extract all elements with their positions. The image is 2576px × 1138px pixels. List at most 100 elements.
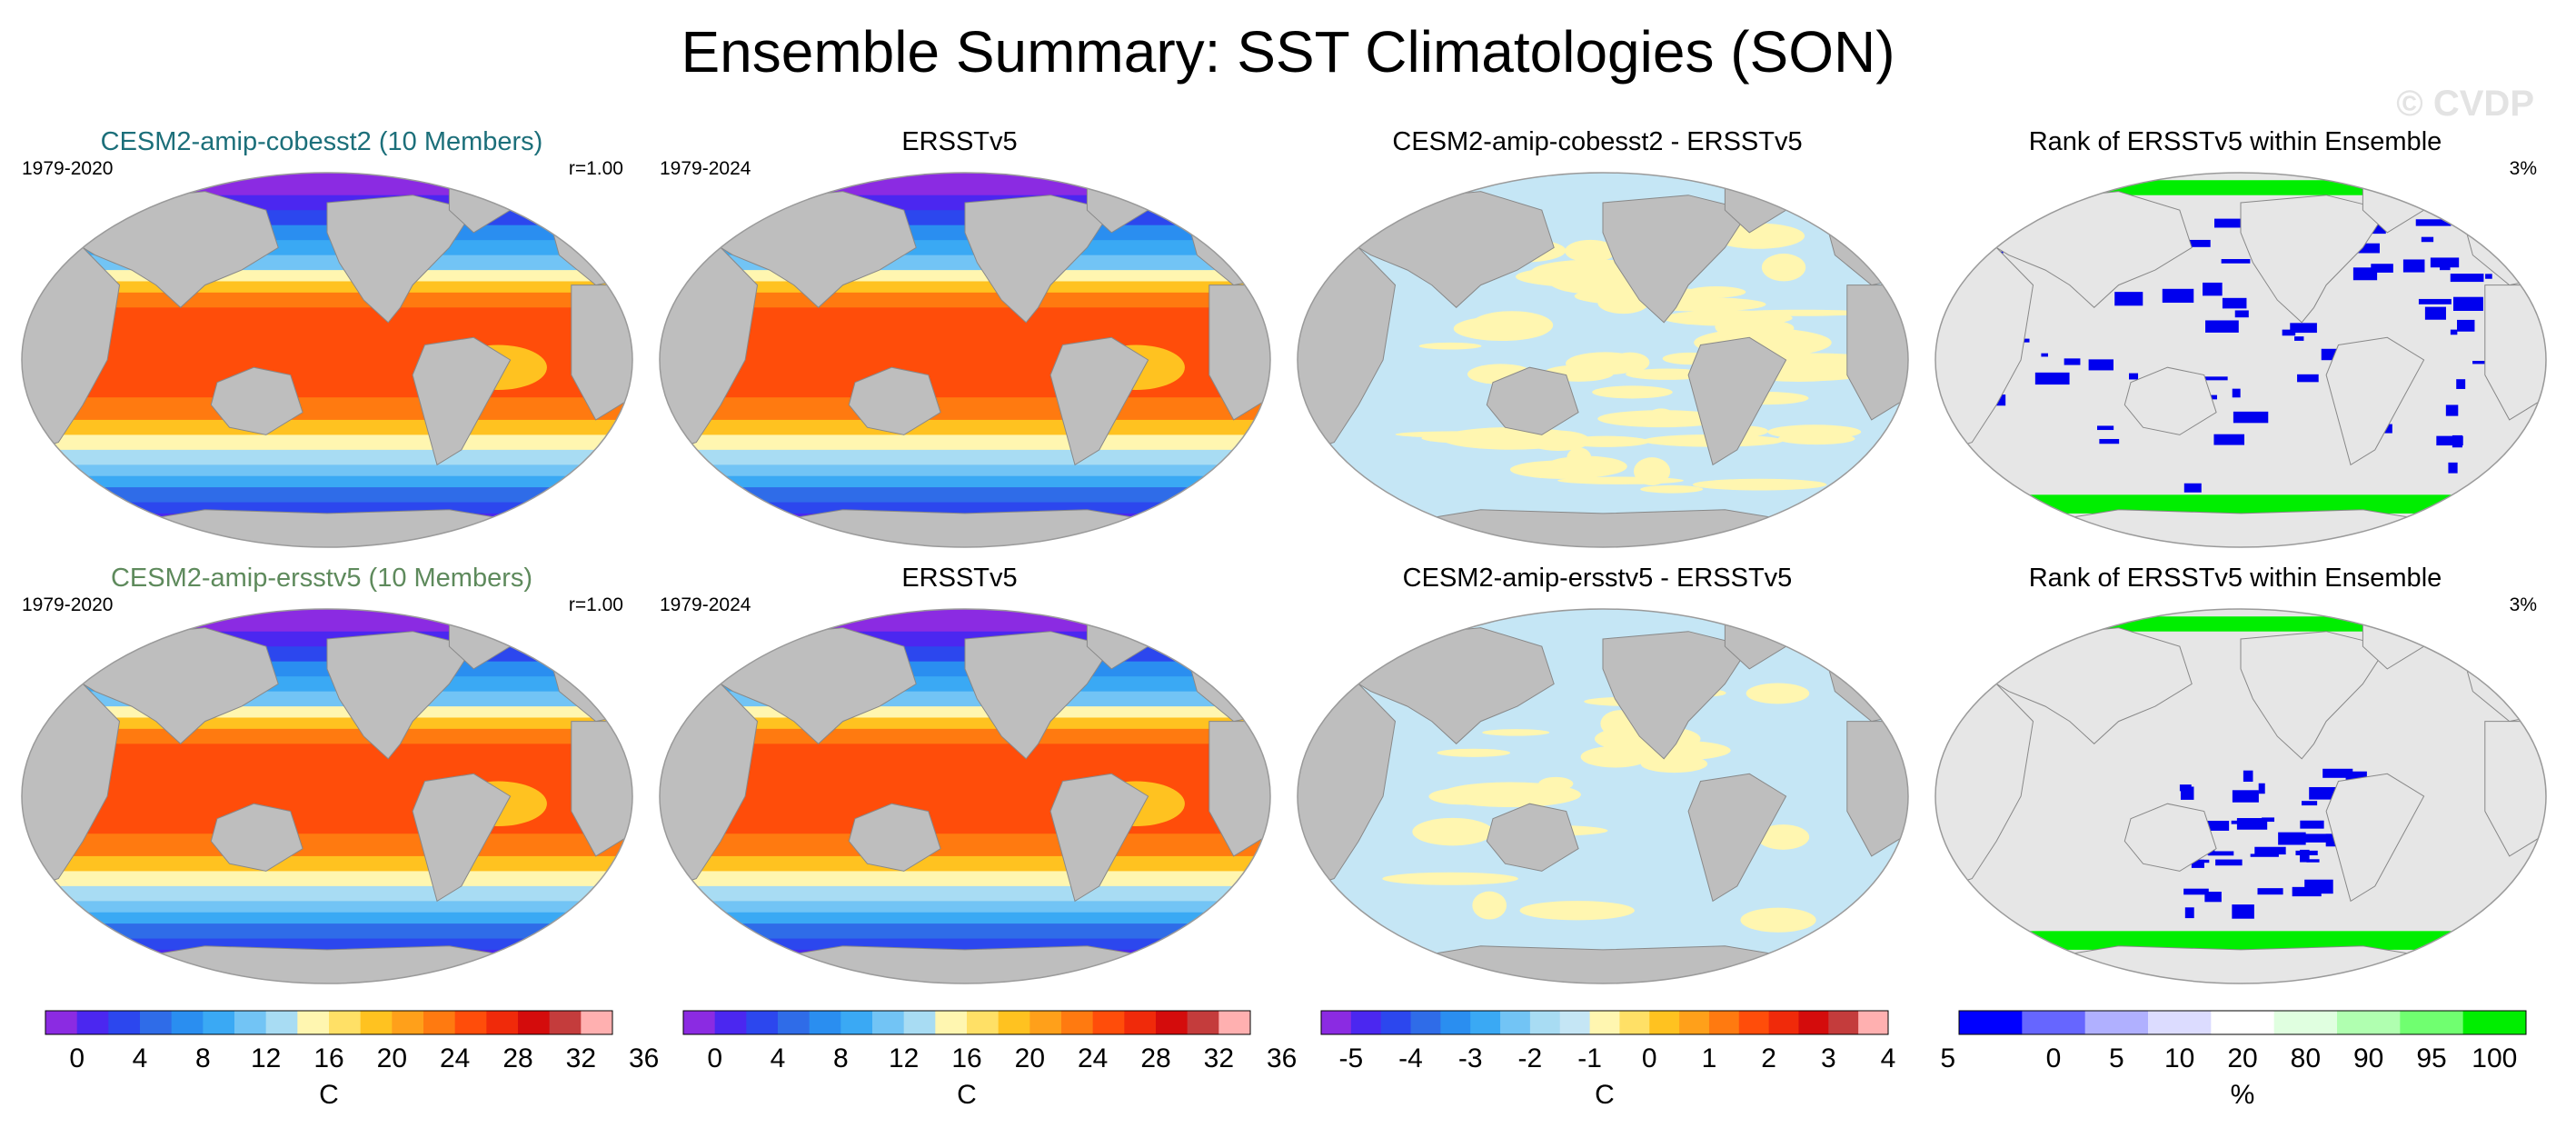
- rank-low-patch: [2231, 820, 2239, 824]
- colorbar-swatch: [1410, 1011, 1441, 1034]
- colorbar: 0 4 8 12 16 20 24 28 32 36 C: [45, 1010, 659, 1138]
- diff-patch: [1395, 431, 1516, 438]
- rank-low-patch: [2232, 388, 2241, 398]
- rank-low-patch: [2034, 372, 2070, 385]
- sst-contour-band: [22, 871, 632, 887]
- colorbar-tick-label: 0: [707, 1043, 722, 1073]
- sst-contour-band: [660, 834, 1270, 857]
- rank-low-patch: [2258, 783, 2265, 794]
- map-panel: CESM2-amip-ersstv5 (10 Members) 1979-2020…: [4, 564, 640, 1000]
- colorbar-frame: [1958, 1010, 2527, 1035]
- colorbar-swatch: [1187, 1011, 1219, 1034]
- colorbar-swatch: [581, 1011, 613, 1034]
- land-australia: [2123, 803, 2217, 872]
- colorbar-swatch: [1738, 1011, 1770, 1034]
- colorbar-tick-label: 4: [1881, 1043, 1896, 1073]
- rank-low-patch: [2306, 859, 2320, 863]
- land-samerica: [412, 336, 512, 466]
- colorbar-tick-label: 5: [2109, 1043, 2124, 1073]
- colorbar-tick-label: -4: [1398, 1043, 1423, 1073]
- rank-low-patch: [2064, 358, 2081, 365]
- colorbar-swatch: [1708, 1011, 1740, 1034]
- rank-low-patch: [2302, 834, 2336, 843]
- land-australia: [848, 366, 941, 435]
- colorbar-swatch: [1350, 1011, 1382, 1034]
- colorbar-swatch: [265, 1011, 298, 1034]
- diff-patch: [1566, 352, 1645, 375]
- map-container: [1294, 605, 1912, 992]
- sst-contour-band: [22, 475, 632, 489]
- rank-low-patch: [2456, 379, 2466, 389]
- land-antarctica: [1388, 945, 1817, 983]
- colorbar-swatch: [297, 1011, 330, 1034]
- sst-contour-band: [660, 871, 1270, 887]
- land-samerica: [1049, 336, 1149, 466]
- rank-low-patch: [2424, 306, 2446, 320]
- rank-low-patch: [2421, 236, 2434, 243]
- sst-contour-band: [22, 397, 632, 421]
- colorbar-swatch: [2400, 1011, 2464, 1034]
- colorbar-tick-label: 4: [133, 1043, 148, 1073]
- diff-patch: [1618, 740, 1731, 761]
- sst-contour-band: [22, 173, 632, 196]
- corner-stat-label: r=1.00: [568, 594, 623, 615]
- world-map: [1297, 608, 1909, 984]
- rank-low-patch: [2232, 904, 2254, 919]
- colorbar-tick-label: -2: [1518, 1043, 1543, 1073]
- colorbar-tick-label: 2: [1761, 1043, 1776, 1073]
- colorbar-tick-label: -3: [1458, 1043, 1483, 1073]
- map-outline: [659, 172, 1271, 548]
- world-map: [1934, 172, 2547, 548]
- diff-patch: [1418, 342, 1482, 350]
- colorbar-frame: [45, 1010, 613, 1035]
- rank-low-patch: [2213, 434, 2245, 445]
- map-panel: ERSSTv5 1979-2024: [642, 127, 1278, 564]
- rank-low-patch: [2180, 786, 2194, 800]
- map-outline: [1297, 172, 1909, 548]
- sst-contour-band: [22, 923, 632, 940]
- land-africa: [1298, 246, 1397, 451]
- sst-contour-band: [22, 487, 632, 504]
- colorbar-tick-label: 20: [1015, 1043, 1045, 1073]
- rank-low-patch: [2304, 879, 2333, 894]
- rank-low-patch: [2352, 267, 2378, 281]
- sst-contour-band: [22, 901, 632, 913]
- sst-contour-band: [22, 434, 632, 451]
- colorbar-swatch: [2462, 1011, 2527, 1034]
- land-africa: [1935, 246, 2034, 451]
- colorbar-tick-label: 28: [502, 1043, 532, 1073]
- colorbar-swatch: [1029, 1011, 1062, 1034]
- rank-low-patch: [2472, 361, 2489, 364]
- diff-patch: [1626, 368, 1709, 380]
- colorbar-tick-label: 8: [833, 1043, 849, 1073]
- rank-low-patch: [2088, 359, 2114, 371]
- colorbar-swatch: [840, 1011, 873, 1034]
- diff-patch: [1482, 729, 1550, 736]
- period-label: 1979-2024: [660, 594, 751, 615]
- sst-contour-band: [660, 487, 1270, 504]
- map-container: [656, 169, 1274, 555]
- map-outline: [1297, 608, 1909, 984]
- land-australia: [1486, 366, 1579, 435]
- colorbar-swatch: [2337, 1011, 2401, 1034]
- period-label: 1979-2024: [660, 158, 751, 179]
- rank-low-patch: [2222, 297, 2247, 309]
- sst-contour-band: [22, 419, 632, 436]
- rank-low-patch: [2418, 298, 2452, 304]
- colorbar-tick-label: 8: [195, 1043, 211, 1073]
- land-antarctica: [113, 945, 542, 983]
- rank-low-patch: [2485, 274, 2492, 279]
- colorbar-swatch: [714, 1011, 747, 1034]
- diff-patch: [1412, 817, 1494, 846]
- colorbar: 0 5 10 20 80 90 95 100%: [1958, 1010, 2527, 1138]
- sst-contour-band: [660, 173, 1270, 196]
- rank-low-patch: [2097, 425, 2114, 431]
- sst-contour-band: [660, 855, 1270, 873]
- diff-patch: [1740, 907, 1816, 933]
- colorbar-tick-label: -1: [1577, 1043, 1602, 1073]
- diff-patch: [1437, 748, 1511, 757]
- rank-low-patch: [2232, 790, 2259, 803]
- diff-patch: [1557, 476, 1684, 484]
- colorbar-tick-label: 0: [2046, 1043, 2062, 1073]
- diff-patch: [1692, 478, 1827, 491]
